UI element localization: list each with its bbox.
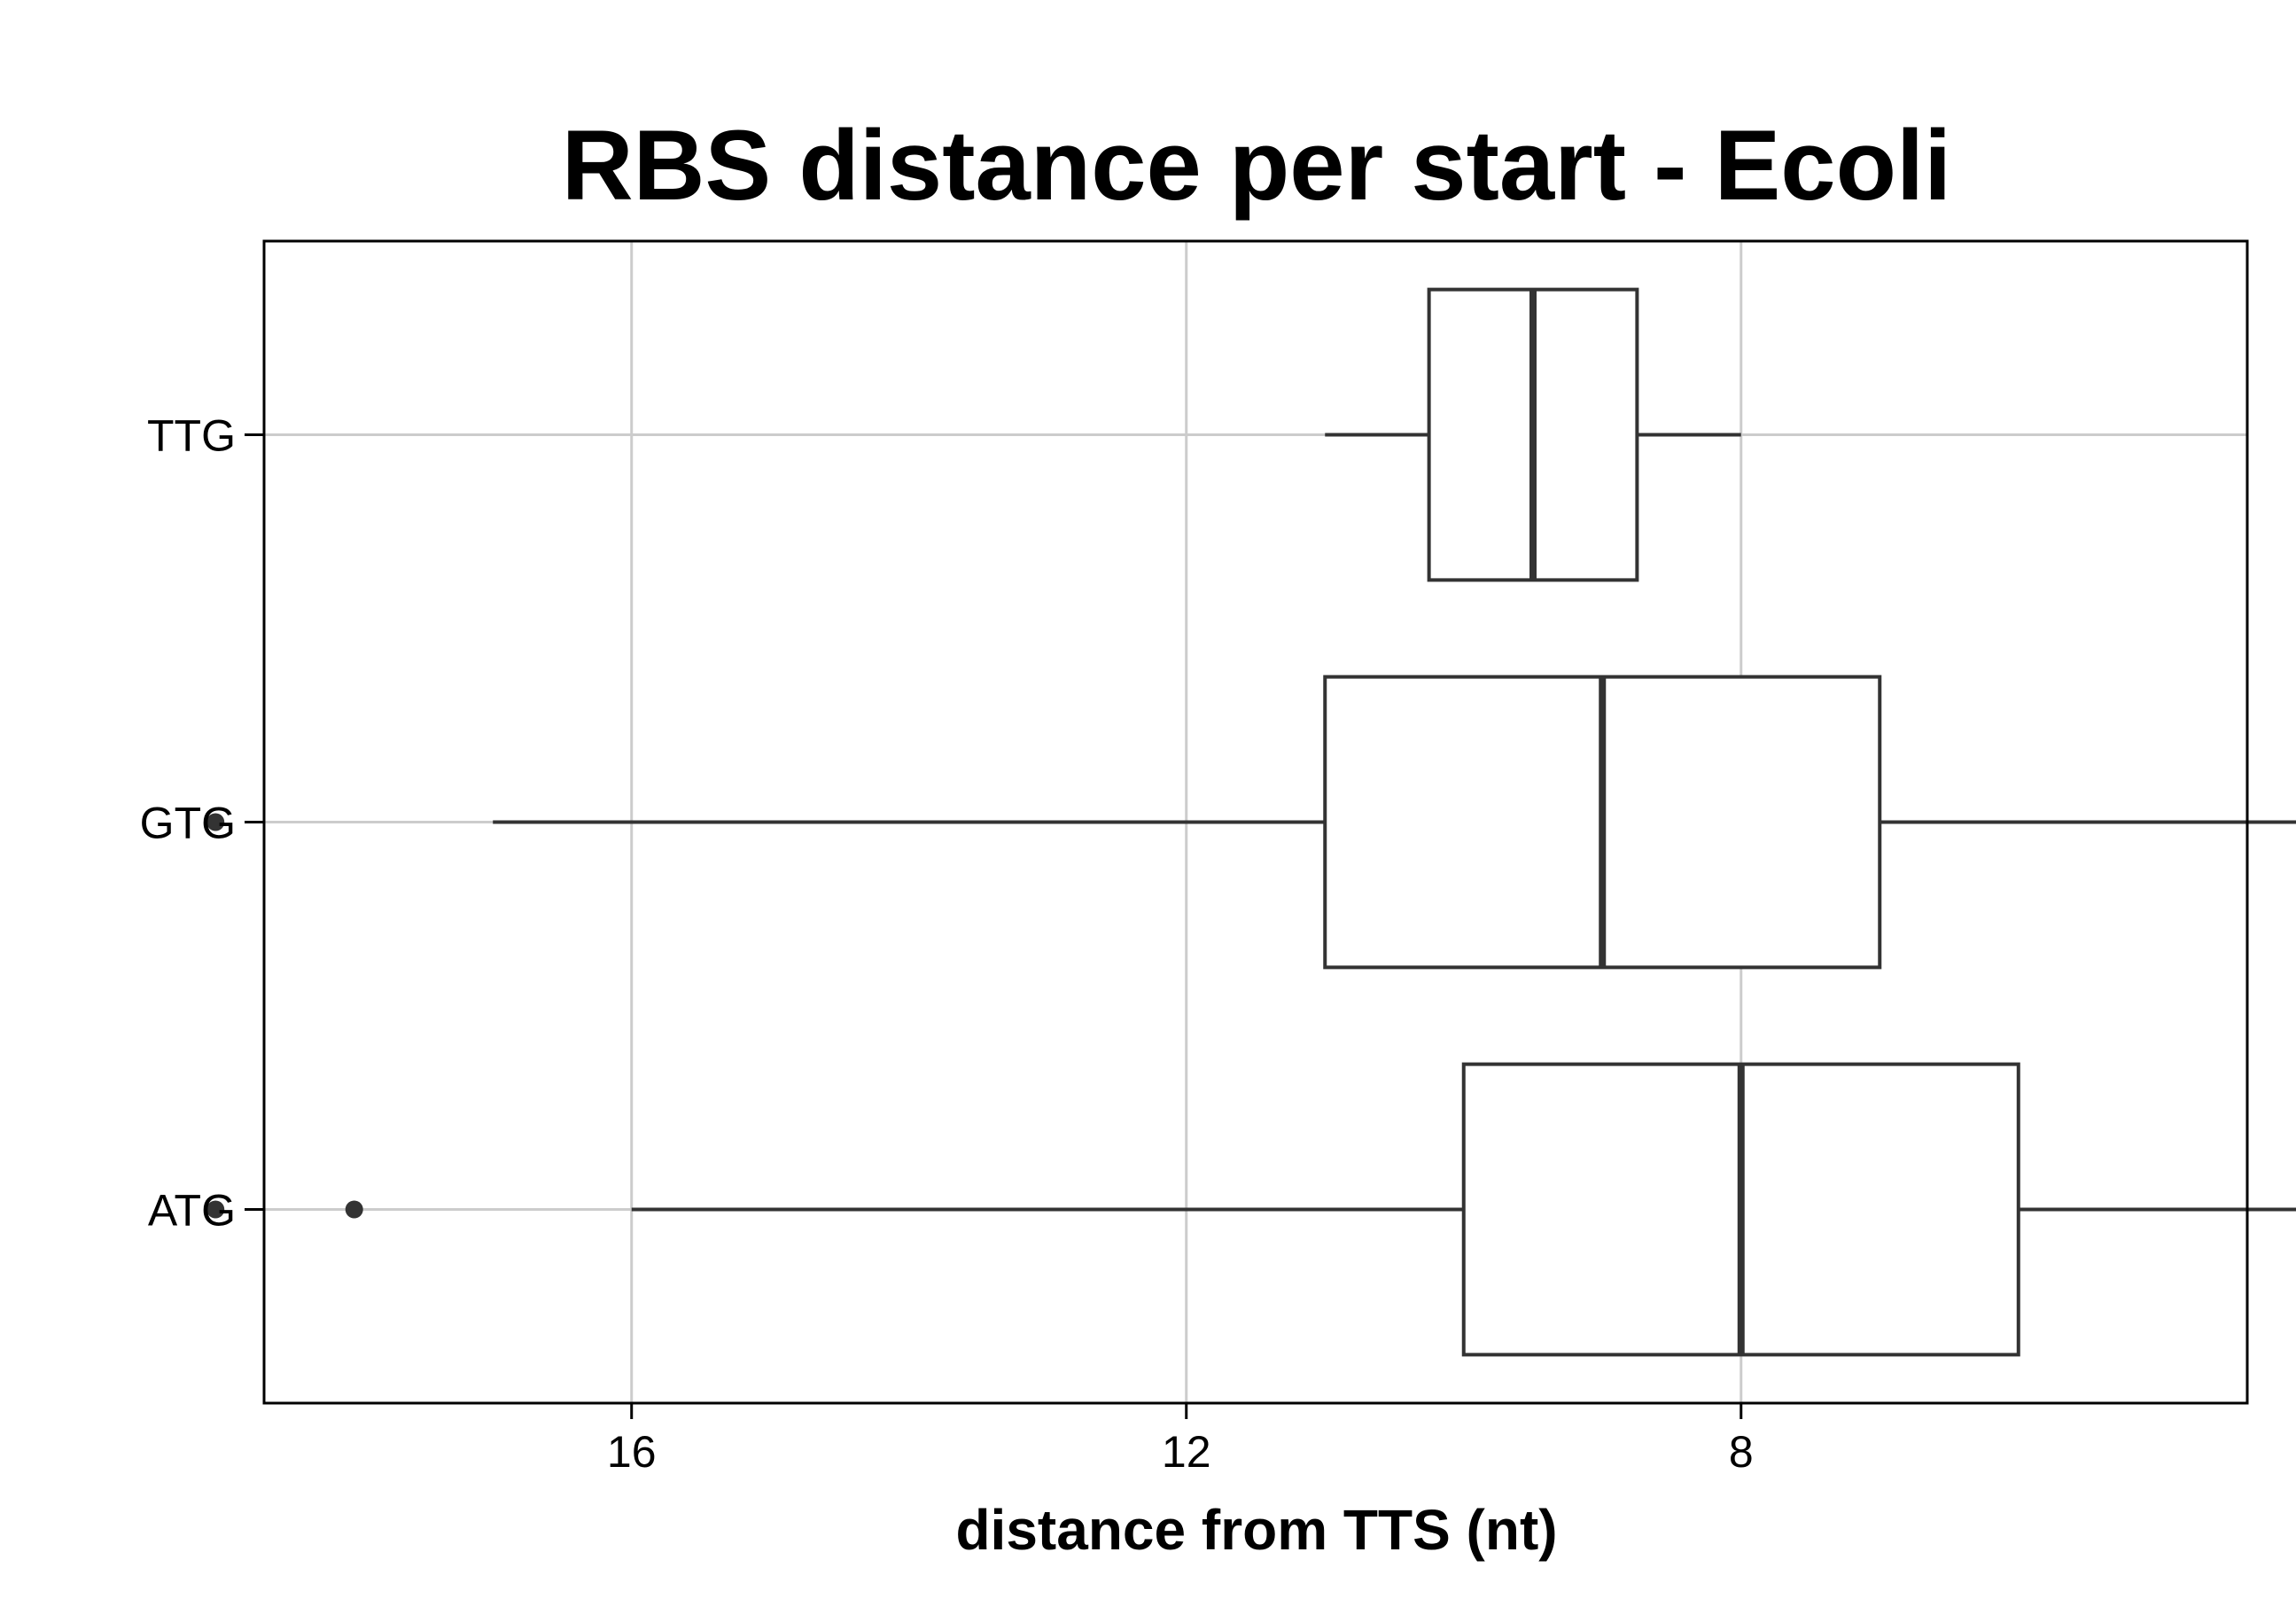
boxes-layer — [206, 287, 2296, 1357]
box-group-atg — [206, 1062, 2296, 1357]
outlier-point-atg-1 — [345, 1200, 363, 1219]
box-group-ttg — [1325, 287, 1741, 582]
x-tick-label: 16 — [607, 1427, 657, 1477]
outlier-point-gtg-0 — [206, 813, 225, 831]
y-tick-label: ATG — [148, 1186, 236, 1236]
x-axis-title: distance from TTS (nt) — [955, 1498, 1557, 1562]
x-tick-label: 8 — [1729, 1427, 1754, 1477]
box-group-gtg — [206, 675, 2296, 970]
outlier-point-atg-0 — [206, 1200, 225, 1219]
x-tick-label: 12 — [1162, 1427, 1211, 1477]
y-tick-label: GTG — [140, 799, 236, 848]
y-tick-label: TTG — [147, 411, 236, 461]
chart-title: RBS distance per start - Ecoli — [562, 110, 1951, 221]
axes-layer: 16 12 8 TTG GTG ATG — [140, 411, 1754, 1478]
